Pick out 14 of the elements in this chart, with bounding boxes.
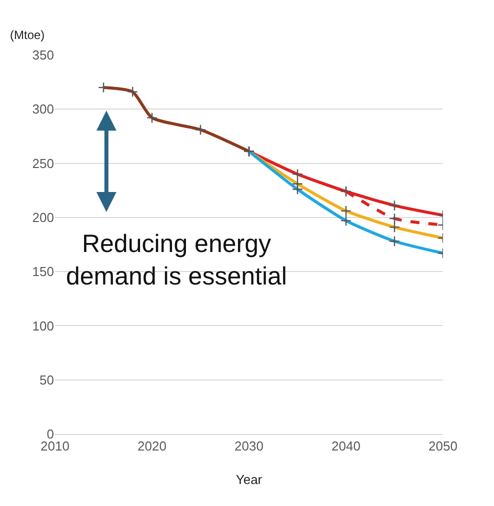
y-tick-label: 300 <box>32 102 54 117</box>
y-tick-label: 150 <box>32 264 54 280</box>
x-tick-label: 2030 <box>234 438 264 454</box>
x-tick-label: 2020 <box>138 438 166 454</box>
annotation: Reducing energy demand is essential <box>66 230 287 290</box>
y-tick-label: 200 <box>32 210 54 225</box>
y-tick-label: 50 <box>40 372 54 388</box>
x-tick-label: 2040 <box>332 438 360 454</box>
y-tick-label: 350 <box>32 48 54 63</box>
y-axis-title: (Mtoe) <box>10 28 45 42</box>
y-tick-label: 250 <box>32 156 54 171</box>
x-tick-label: 2050 <box>428 438 458 454</box>
y-tick-label: 100 <box>32 318 54 334</box>
x-axis-title: Year <box>236 472 263 488</box>
